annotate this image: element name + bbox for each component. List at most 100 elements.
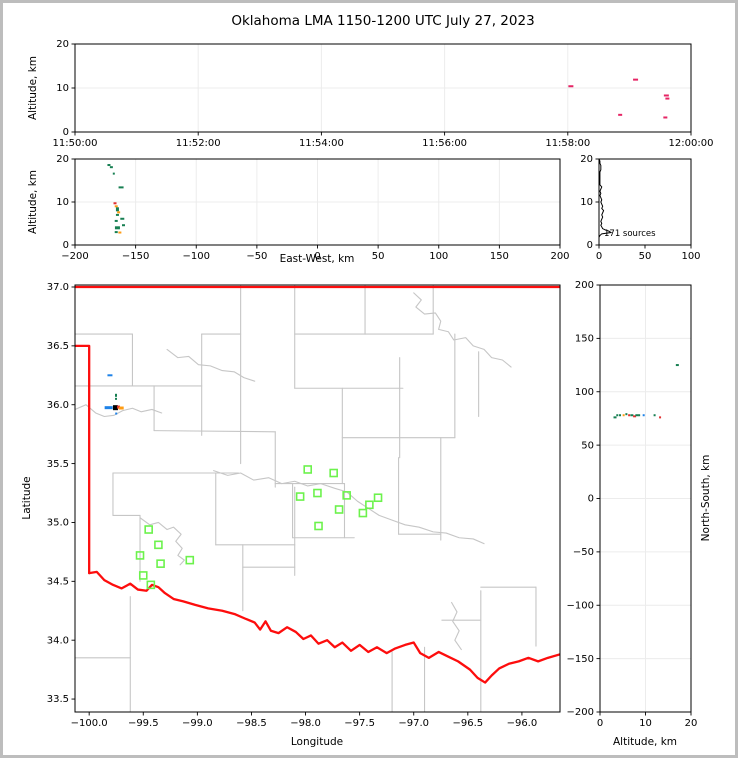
x-tick-label: 10 <box>639 718 652 729</box>
lightning-source <box>618 113 623 116</box>
x-tick-label: 11:52:00 <box>176 138 221 149</box>
lma-station-marker <box>135 551 145 560</box>
lightning-source <box>122 224 125 227</box>
y-tick-label: 10 <box>56 83 69 94</box>
y-tick-label: 20 <box>580 154 593 165</box>
lightning-source <box>630 414 634 417</box>
lma-station-marker <box>342 491 351 500</box>
ns-height-xlabel: Altitude, km <box>612 736 678 748</box>
lma-station-marker <box>303 465 313 474</box>
lightning-source <box>107 164 111 167</box>
lightning-source <box>663 116 668 119</box>
lightning-source <box>663 94 669 97</box>
ew-height-ylabel: Altitude, km <box>27 169 39 235</box>
lightning-source <box>115 412 118 415</box>
x-tick-label: −100.0 <box>71 718 108 729</box>
y-tick-label: −100 <box>567 600 594 611</box>
lma-station-marker <box>365 500 374 510</box>
x-tick-label: −97.5 <box>344 718 375 729</box>
lma-station-marker <box>154 540 163 550</box>
ew-height-xlabel: East-West, km <box>279 253 355 265</box>
lma-station-marker <box>156 559 165 568</box>
x-tick-label: 0 <box>596 251 602 262</box>
x-tick-label: 11:50:00 <box>53 138 98 149</box>
y-tick-label: 33.5 <box>47 694 69 705</box>
lightning-source <box>116 405 120 409</box>
x-tick-label: 100 <box>429 251 448 262</box>
y-tick-label: 36.5 <box>47 341 69 352</box>
x-tick-label: 11:58:00 <box>545 138 590 149</box>
lma-station-marker <box>185 555 195 565</box>
lightning-source <box>114 226 120 230</box>
x-tick-label: 50 <box>639 251 652 262</box>
lightning-source <box>633 78 639 81</box>
lma-station-marker <box>138 571 148 580</box>
map-ylabel: Latitude <box>21 476 33 520</box>
x-tick-label: 0 <box>597 718 603 729</box>
x-tick-label: 12:00:00 <box>669 138 714 149</box>
x-tick-label: −98.0 <box>290 718 321 729</box>
histogram-annotation: 171 sources <box>604 229 656 239</box>
lightning-source <box>638 414 641 417</box>
y-tick-label: 0 <box>588 494 594 505</box>
lightning-source <box>613 416 617 419</box>
y-tick-label: 150 <box>575 334 594 345</box>
lightning-source <box>115 393 118 397</box>
x-tick-label: 100 <box>681 251 700 262</box>
lightning-source <box>665 97 670 100</box>
y-tick-label: −200 <box>567 707 594 718</box>
lightning-source <box>112 172 115 175</box>
x-tick-label: 200 <box>550 251 569 262</box>
y-tick-label: 200 <box>575 280 594 291</box>
lma-station-marker <box>295 492 305 501</box>
map-layers <box>75 285 560 712</box>
x-tick-label: −97.0 <box>398 718 429 729</box>
y-tick-label: 37.0 <box>47 282 69 293</box>
figure-title: Oklahoma LMA 1150-1200 UTC July 27, 2023 <box>231 13 535 29</box>
x-tick-label: 0 <box>314 251 320 262</box>
lightning-source <box>117 211 121 214</box>
y-tick-label: 20 <box>56 39 69 50</box>
lma-station-marker <box>358 508 368 518</box>
x-tick-label: −96.5 <box>452 718 483 729</box>
x-tick-label: 20 <box>685 718 698 729</box>
altitude-histogram-line <box>598 158 613 245</box>
lightning-source <box>642 414 645 417</box>
y-tick-label: 10 <box>580 197 593 208</box>
ew-height-panel: −200 −150 −100 −50 0 50 100 150 200 0 10 20 <box>56 154 569 262</box>
lightning-source <box>113 202 117 205</box>
ns-height-ylabel: North-South, km <box>700 454 712 542</box>
y-tick-label: −150 <box>567 654 594 665</box>
lightning-source <box>115 397 118 400</box>
lma-station-marker <box>334 505 344 514</box>
x-tick-label: 11:54:00 <box>299 138 344 149</box>
x-tick-label: −200 <box>61 251 88 262</box>
lightning-source <box>114 231 118 234</box>
lightning-source <box>120 217 125 220</box>
x-tick-label: −99.5 <box>128 718 159 729</box>
alt-histogram-panel: 0 50 100 0 10 20 <box>580 154 700 262</box>
ns-height-panel: 0 10 20 −200 −150 −100 −50 0 50 100 150 200 <box>567 280 698 729</box>
lma-station-marker <box>329 468 338 478</box>
lightning-source <box>653 414 656 417</box>
lightning-source <box>118 231 122 234</box>
lightning-source <box>635 414 639 417</box>
lightning-source <box>115 207 119 212</box>
y-tick-label: 0 <box>63 127 69 138</box>
lma-station-marker <box>146 580 156 590</box>
time-height-ylabel: Altitude, km <box>27 55 39 121</box>
y-tick-label: 100 <box>575 387 594 398</box>
lma-station-marker <box>144 525 153 534</box>
lightning-source <box>114 205 118 208</box>
map-xlabel: Longitude <box>290 736 344 748</box>
lightning-source <box>114 219 118 222</box>
x-tick-label: −96.0 <box>507 718 538 729</box>
lightning-source <box>118 406 124 410</box>
y-tick-label: 10 <box>56 197 69 208</box>
lma-station-marker <box>373 493 383 503</box>
lightning-source <box>675 364 679 367</box>
lightning-source <box>628 414 631 417</box>
lightning-source <box>115 213 119 216</box>
x-tick-label: −50 <box>246 251 267 262</box>
lma-station-marker <box>314 521 323 531</box>
